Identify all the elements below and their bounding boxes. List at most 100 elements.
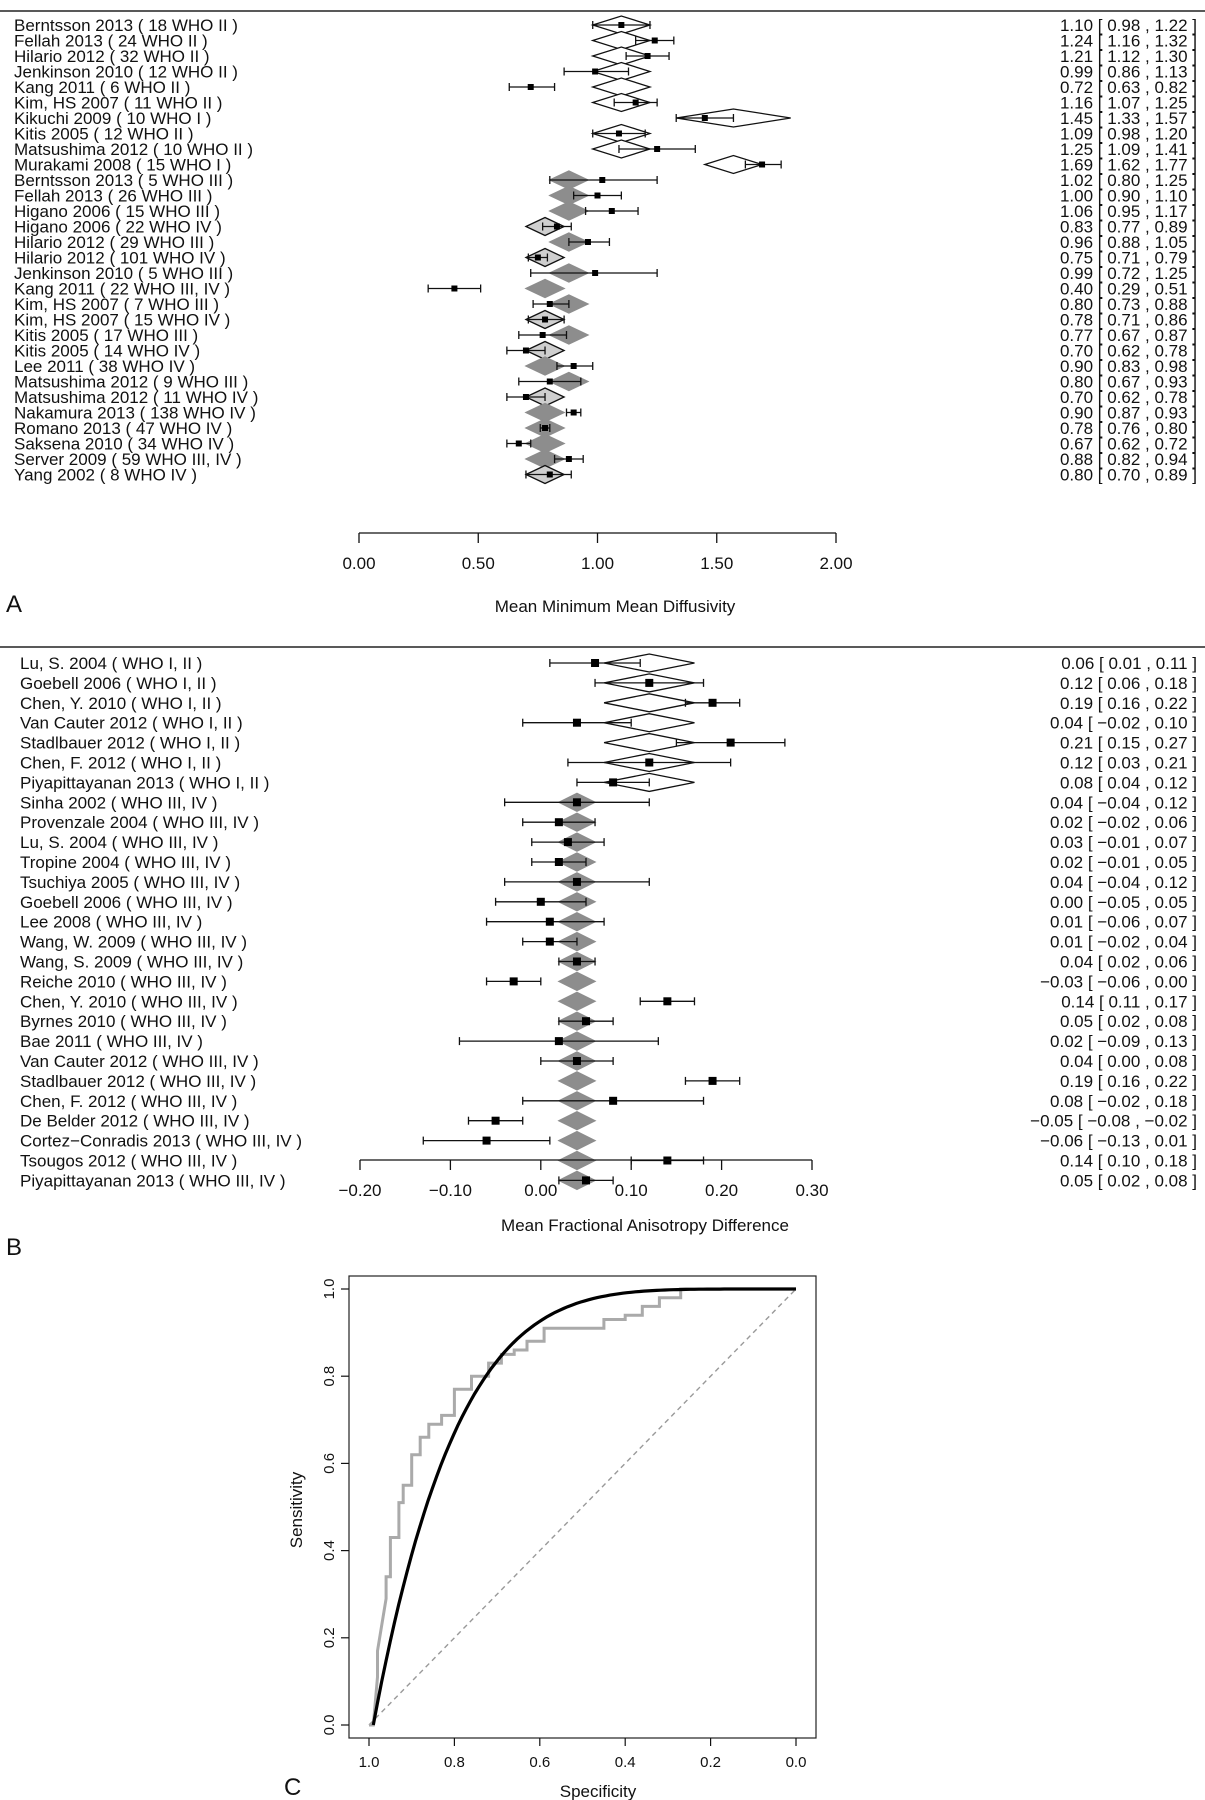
point-estimate (522, 347, 529, 354)
point-estimate (645, 678, 654, 687)
ci-label: 0.80 [ 0.67 , 0.93 ] (1060, 373, 1197, 392)
summary-diamond (548, 201, 590, 221)
tick-label: 0.00 (342, 554, 375, 573)
summary-diamond (524, 433, 566, 454)
point-estimate (572, 957, 581, 966)
point-estimate (546, 301, 553, 307)
ci-label: 0.67 [ 0.62 , 0.72 ] (1060, 435, 1197, 454)
study-label: Berntsson 2013 ( 18 WHO II ) (14, 16, 238, 35)
study-label: Kitis 2005 ( 14 WHO IV ) (14, 342, 200, 361)
study-label: Kim, HS 2007 ( 11 WHO II ) (14, 94, 222, 113)
point-estimate (546, 378, 553, 385)
study-label: Matsushima 2012 ( 11 WHO IV ) (14, 388, 258, 407)
ci-label: 0.99 [ 0.86 , 1.13 ] (1060, 63, 1197, 82)
tick-label: −0.10 (429, 1181, 472, 1200)
point-estimate (509, 977, 518, 986)
point-estimate (644, 53, 651, 59)
study-labels-b: Lu, S. 2004 ( WHO I, II )Goebell 2006 ( … (20, 654, 302, 1190)
empirical-roc-curve (369, 1287, 796, 1727)
roc-axes: 1.0 0.8 0.6 0.4 0.2 0.0 0.0 0.2 0.4 0.6 0.8 1.0 (321, 1279, 806, 1771)
study-label: Lu, S. 2004 ( WHO I, II ) (20, 654, 202, 673)
ci-label: 0.99 [ 0.72 , 1.25 ] (1060, 264, 1197, 283)
ci-label: 0.90 [ 0.83 , 0.98 ] (1060, 357, 1197, 376)
study-label: Lee 2008 ( WHO III, IV ) (20, 913, 202, 932)
ci-label: 0.72 [ 0.63 , 0.82 ] (1060, 78, 1197, 97)
ci-label: 1.02 [ 0.80 , 1.25 ] (1060, 171, 1197, 190)
y-tick-label: 0.2 (321, 1627, 338, 1648)
ci-label: 0.88 [ 0.82 , 0.94 ] (1060, 450, 1197, 469)
point-estimate (618, 22, 625, 28)
ci-label: 0.77 [ 0.67 , 0.87 ] (1060, 326, 1197, 345)
study-label: Romano 2013 ( 47 WHO IV ) (14, 419, 232, 438)
summary-diamond (557, 991, 597, 1012)
point-estimate (708, 698, 717, 707)
fitted-roc-curve (371, 1287, 796, 1726)
study-label: Server 2009 ( 59 WHO III, IV ) (14, 450, 242, 469)
study-label: Higano 2006 ( 15 WHO III ) (14, 202, 220, 221)
point-estimate (572, 877, 581, 886)
summary-diamond (603, 713, 695, 733)
study-label: Tsougos 2012 ( WHO III, IV ) (20, 1152, 237, 1171)
ci-label: 0.01 [ −0.06 , 0.07 ] (1050, 913, 1197, 932)
point-estimate (591, 659, 600, 667)
ci-label: −0.05 [ −0.08 , −0.02 ] (1030, 1112, 1197, 1131)
point-estimate (554, 1037, 563, 1046)
ci-label: 0.80 [ 0.73 , 0.88 ] (1060, 295, 1197, 314)
study-label: Sinha 2002 ( WHO III, IV ) (20, 793, 217, 812)
x-axis-title-a: Mean Minimum Mean Diffusivity (495, 597, 736, 616)
study-label: Hilario 2012 ( 29 WHO III ) (14, 233, 214, 252)
study-label: Cortez−Conradis 2013 ( WHO III, IV ) (20, 1132, 302, 1151)
study-label: Chen, Y. 2010 ( WHO I, II ) (20, 694, 222, 713)
chance-line (368, 1288, 797, 1726)
ci-label: 0.40 [ 0.29 , 0.51 ] (1060, 280, 1197, 299)
summary-diamond (548, 325, 590, 345)
ci-label: 0.05 [ 0.02 , 0.08 ] (1060, 1012, 1197, 1031)
ci-label: 0.12 [ 0.06 , 0.18 ] (1060, 674, 1197, 693)
study-label: Saksena 2010 ( 34 WHO IV ) (14, 435, 234, 454)
study-label: Byrnes 2010 ( WHO III, IV ) (20, 1012, 227, 1031)
study-label: Lu, S. 2004 ( WHO III, IV ) (20, 833, 218, 852)
point-estimate (570, 363, 577, 369)
study-label: Matsushima 2012 ( 10 WHO II ) (14, 140, 253, 159)
roc-frame (348, 1275, 817, 1739)
study-label: Piyapittayanan 2013 ( WHO III, IV ) (20, 1171, 286, 1190)
ci-label: 0.05 [ 0.02 , 0.08 ] (1060, 1171, 1197, 1190)
ci-label: 0.02 [ −0.01 , 0.05 ] (1050, 853, 1197, 872)
forest-plot-a: Berntsson 2013 ( 18 WHO II )Fellah 2013 … (0, 10, 1205, 618)
ci-label: 0.70 [ 0.62 , 0.78 ] (1060, 342, 1197, 361)
ci-label: 0.04 [ −0.04 , 0.12 ] (1050, 873, 1197, 892)
point-estimate (708, 1076, 717, 1085)
point-estimate (609, 1096, 618, 1105)
roc-y-title: Sensitivity (287, 1471, 306, 1548)
ci-label: 0.12 [ 0.03 , 0.21 ] (1060, 754, 1197, 773)
tick-label: 0.00 (524, 1181, 557, 1200)
study-labels-a: Berntsson 2013 ( 18 WHO II )Fellah 2013 … (14, 16, 258, 485)
study-label: Kim, HS 2007 ( 7 WHO III ) (14, 295, 219, 314)
summary-diamond (557, 1130, 597, 1151)
point-estimate (491, 1116, 500, 1125)
study-label: Kitis 2005 ( 12 WHO II ) (14, 125, 194, 144)
point-estimate (726, 738, 735, 747)
study-label: Van Cauter 2012 ( WHO I, II ) (20, 714, 243, 733)
point-estimate (594, 192, 601, 199)
point-estimate (542, 316, 549, 323)
study-label: Wang, W. 2009 ( WHO III, IV ) (20, 933, 247, 952)
ci-label: 0.78 [ 0.71 , 0.86 ] (1060, 311, 1197, 330)
x-axis-b: −0.20 −0.10 0.00 0.10 0.20 0.30 (338, 1159, 829, 1200)
point-estimate (545, 917, 554, 926)
x-tick-label: 0.6 (529, 1754, 550, 1771)
study-label: De Belder 2012 ( WHO III, IV ) (20, 1112, 250, 1131)
study-label: Piyapittayanan 2013 ( WHO I, II ) (20, 773, 269, 792)
ci-label: 0.02 [ −0.02 , 0.06 ] (1050, 813, 1197, 832)
ci-labels-b: 0.06 [ 0.01 , 0.11 ]0.12 [ 0.06 , 0.18 ]… (1030, 654, 1197, 1190)
summary-diamond (557, 1071, 597, 1091)
tick-label: 1.00 (581, 554, 614, 573)
point-estimate (592, 68, 599, 75)
y-tick-label: 1.0 (321, 1279, 338, 1300)
ci-label: 0.08 [ 0.04 , 0.12 ] (1060, 773, 1197, 792)
study-label: Matsushima 2012 ( 9 WHO III ) (14, 373, 248, 392)
y-tick-label: 0.0 (321, 1715, 338, 1736)
x-tick-label: 0.2 (700, 1754, 721, 1771)
ci-label: 1.10 [ 0.98 , 1.22 ] (1060, 16, 1197, 35)
ci-label: 1.25 [ 1.09 , 1.41 ] (1060, 140, 1197, 159)
